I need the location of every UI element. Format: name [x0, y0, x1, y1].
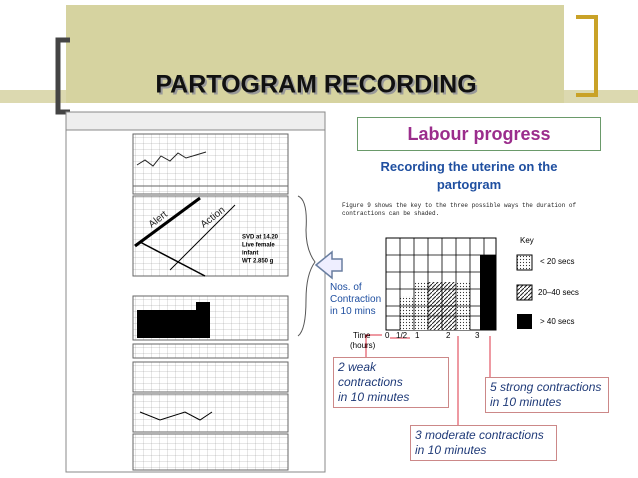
subheading-line: partogram [436, 177, 502, 192]
partogram: Alert Action SVD at 14.20 Live female in… [65, 111, 326, 473]
caption-line: Figure 9 shows the key to the three poss… [342, 202, 577, 209]
key-item: 20–40 secs [538, 288, 579, 297]
annotation: 2 weak contractions in 10 minutes [333, 357, 449, 408]
subheading-line: Recording the uterine on the [380, 159, 558, 174]
time-label: Time [353, 331, 371, 340]
time-tick: 0 [385, 331, 390, 340]
right-bracket [576, 15, 598, 97]
annotation-line: 2 weak contractions [338, 360, 403, 389]
annotation-line: 3 moderate contractions [415, 428, 544, 442]
panel-heading: Labour progress [357, 117, 601, 151]
annotation-line: in 10 minutes [415, 443, 487, 457]
annotation: 3 moderate contractions in 10 minutes [410, 425, 557, 461]
annotation-line: in 10 minutes [338, 390, 410, 404]
time-tick: 1 [415, 331, 420, 340]
figure-caption: Figure 9 shows the key to the three poss… [342, 202, 576, 218]
title-box [66, 5, 564, 103]
callout-line: Nos. of [330, 282, 362, 293]
panel-subheading: Recording the uterine on the partogram [340, 158, 598, 194]
delivery-note: SVD at 14.20 [242, 235, 279, 241]
key-title: Key [520, 236, 534, 245]
callout-arrow [314, 250, 343, 280]
annotation-line: 5 strong contractions [490, 380, 602, 394]
time-tick: 3 [475, 331, 480, 340]
pointer-lines [365, 334, 491, 425]
annotation-line: in 10 minutes [490, 395, 562, 409]
key-item: > 40 secs [540, 317, 575, 326]
caption-line: contractions can be shaded. [342, 210, 440, 217]
title-shadow: PARTOGRAM RECORDING [157, 73, 478, 101]
delivery-note: infant [242, 251, 258, 257]
callout: Nos. of Contraction in 10 mins [330, 282, 381, 318]
time-tick: 1/2 [396, 331, 408, 340]
left-bracket [55, 37, 70, 115]
callout-line: Contraction [330, 294, 382, 305]
callout-line: in 10 mins [330, 306, 376, 317]
time-unit: (hours) [350, 341, 376, 350]
delivery-note: WT 2.850 g [242, 259, 274, 265]
time-tick: 2 [446, 331, 451, 340]
key-item: < 20 secs [540, 257, 575, 266]
contraction-figure [385, 237, 533, 331]
delivery-note: Live female [242, 243, 275, 249]
annotation: 5 strong contractions in 10 minutes [485, 377, 609, 413]
title: PARTOGRAM RECORDING [155, 71, 476, 99]
